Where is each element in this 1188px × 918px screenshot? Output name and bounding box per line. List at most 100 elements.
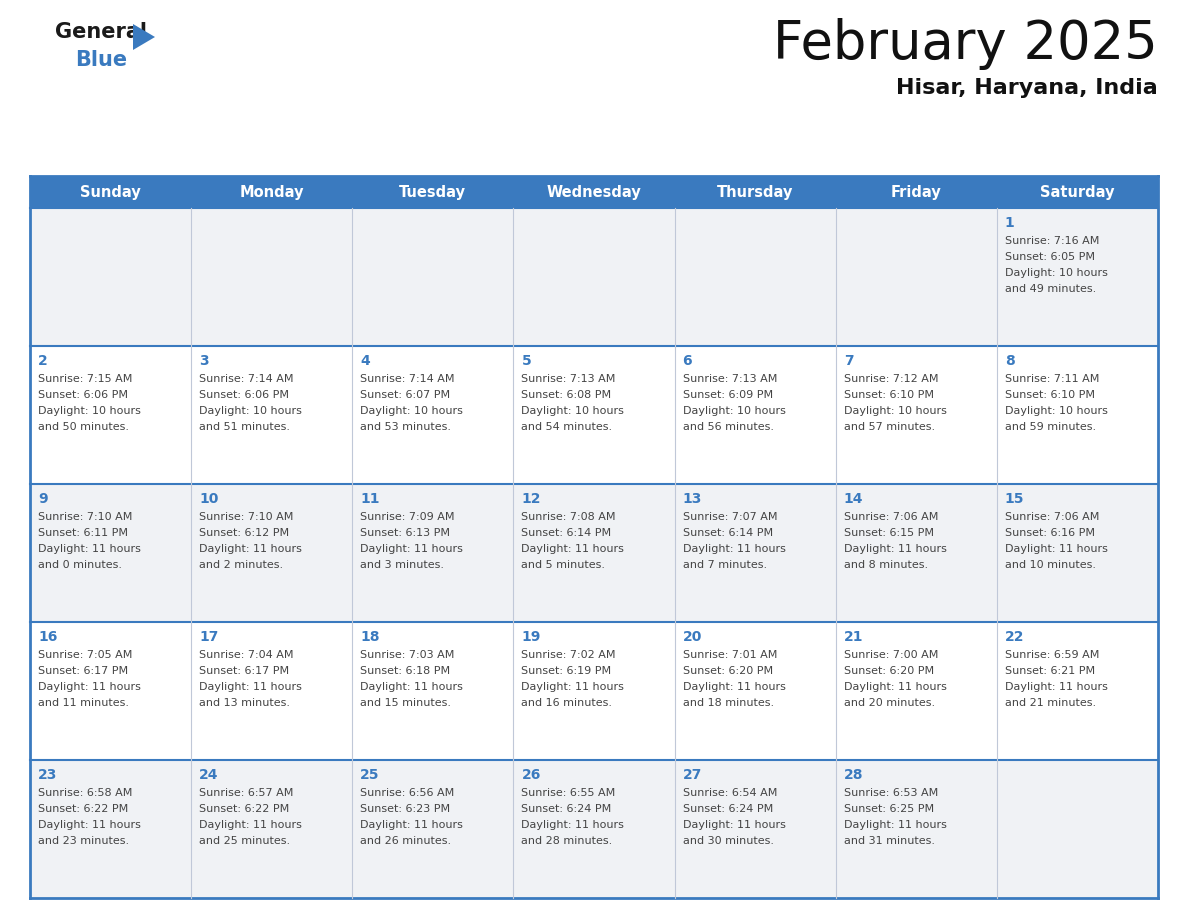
Text: Daylight: 11 hours: Daylight: 11 hours <box>843 544 947 554</box>
Text: 20: 20 <box>683 630 702 644</box>
Text: Sunset: 6:24 PM: Sunset: 6:24 PM <box>683 804 773 814</box>
Text: 11: 11 <box>360 492 380 506</box>
Text: Sunset: 6:15 PM: Sunset: 6:15 PM <box>843 528 934 538</box>
Text: Sunrise: 7:14 AM: Sunrise: 7:14 AM <box>360 374 455 384</box>
Text: Sunrise: 7:03 AM: Sunrise: 7:03 AM <box>360 650 455 660</box>
Text: 27: 27 <box>683 768 702 782</box>
Text: Daylight: 11 hours: Daylight: 11 hours <box>522 682 625 692</box>
Text: Sunrise: 6:55 AM: Sunrise: 6:55 AM <box>522 788 615 798</box>
Text: Daylight: 11 hours: Daylight: 11 hours <box>683 820 785 830</box>
Text: and 25 minutes.: and 25 minutes. <box>200 836 290 846</box>
Bar <box>675 484 835 622</box>
Text: Sunrise: 7:06 AM: Sunrise: 7:06 AM <box>843 512 939 522</box>
Text: Daylight: 10 hours: Daylight: 10 hours <box>522 406 625 416</box>
Bar <box>30 346 191 484</box>
Text: 5: 5 <box>522 354 531 368</box>
Bar <box>30 176 1158 208</box>
Text: Daylight: 11 hours: Daylight: 11 hours <box>200 544 302 554</box>
Text: Daylight: 11 hours: Daylight: 11 hours <box>360 682 463 692</box>
Text: Sunset: 6:06 PM: Sunset: 6:06 PM <box>38 390 128 400</box>
Text: and 13 minutes.: and 13 minutes. <box>200 698 290 708</box>
Text: and 0 minutes.: and 0 minutes. <box>38 560 122 570</box>
Bar <box>353 484 513 622</box>
Text: Sunset: 6:20 PM: Sunset: 6:20 PM <box>683 666 772 676</box>
Text: and 18 minutes.: and 18 minutes. <box>683 698 773 708</box>
Text: Sunrise: 7:11 AM: Sunrise: 7:11 AM <box>1005 374 1099 384</box>
Bar <box>513 760 675 898</box>
Text: Daylight: 10 hours: Daylight: 10 hours <box>38 406 141 416</box>
Bar <box>353 622 513 760</box>
Bar <box>353 208 513 346</box>
Text: Blue: Blue <box>75 50 127 70</box>
Text: February 2025: February 2025 <box>773 18 1158 70</box>
Bar <box>835 208 997 346</box>
Text: Daylight: 11 hours: Daylight: 11 hours <box>38 820 141 830</box>
Text: Daylight: 10 hours: Daylight: 10 hours <box>683 406 785 416</box>
Text: Sunrise: 7:05 AM: Sunrise: 7:05 AM <box>38 650 132 660</box>
Text: 1: 1 <box>1005 216 1015 230</box>
Text: Monday: Monday <box>240 185 304 199</box>
Text: 17: 17 <box>200 630 219 644</box>
Text: 4: 4 <box>360 354 369 368</box>
Text: and 10 minutes.: and 10 minutes. <box>1005 560 1095 570</box>
Text: Daylight: 11 hours: Daylight: 11 hours <box>1005 544 1107 554</box>
Text: Daylight: 10 hours: Daylight: 10 hours <box>1005 406 1107 416</box>
Text: Daylight: 11 hours: Daylight: 11 hours <box>843 682 947 692</box>
Text: and 26 minutes.: and 26 minutes. <box>360 836 451 846</box>
Text: Sunrise: 7:10 AM: Sunrise: 7:10 AM <box>200 512 293 522</box>
Bar <box>997 208 1158 346</box>
Text: Sunset: 6:06 PM: Sunset: 6:06 PM <box>200 390 289 400</box>
Bar <box>675 346 835 484</box>
Text: Sunset: 6:10 PM: Sunset: 6:10 PM <box>1005 390 1095 400</box>
Text: 3: 3 <box>200 354 209 368</box>
Bar <box>675 208 835 346</box>
Text: and 7 minutes.: and 7 minutes. <box>683 560 766 570</box>
Text: and 2 minutes.: and 2 minutes. <box>200 560 283 570</box>
Bar <box>30 760 191 898</box>
Bar <box>675 622 835 760</box>
Text: 2: 2 <box>38 354 48 368</box>
Text: 15: 15 <box>1005 492 1024 506</box>
Text: Sunset: 6:23 PM: Sunset: 6:23 PM <box>360 804 450 814</box>
Text: Sunset: 6:14 PM: Sunset: 6:14 PM <box>683 528 772 538</box>
Text: 25: 25 <box>360 768 380 782</box>
Bar <box>191 346 353 484</box>
Text: 19: 19 <box>522 630 541 644</box>
Text: Sunset: 6:12 PM: Sunset: 6:12 PM <box>200 528 289 538</box>
Text: Sunset: 6:22 PM: Sunset: 6:22 PM <box>200 804 290 814</box>
Bar <box>353 346 513 484</box>
Text: Sunrise: 7:12 AM: Sunrise: 7:12 AM <box>843 374 939 384</box>
Text: Sunrise: 7:14 AM: Sunrise: 7:14 AM <box>200 374 293 384</box>
Text: and 23 minutes.: and 23 minutes. <box>38 836 129 846</box>
Text: Daylight: 10 hours: Daylight: 10 hours <box>200 406 302 416</box>
Text: Sunday: Sunday <box>81 185 141 199</box>
Text: and 8 minutes.: and 8 minutes. <box>843 560 928 570</box>
Text: 9: 9 <box>38 492 48 506</box>
Bar <box>191 760 353 898</box>
Text: Sunset: 6:20 PM: Sunset: 6:20 PM <box>843 666 934 676</box>
Text: and 5 minutes.: and 5 minutes. <box>522 560 606 570</box>
Bar <box>513 208 675 346</box>
Text: Hisar, Haryana, India: Hisar, Haryana, India <box>896 78 1158 98</box>
Text: and 30 minutes.: and 30 minutes. <box>683 836 773 846</box>
Text: Sunset: 6:25 PM: Sunset: 6:25 PM <box>843 804 934 814</box>
Bar <box>30 622 191 760</box>
Text: and 53 minutes.: and 53 minutes. <box>360 422 451 432</box>
Text: Sunset: 6:18 PM: Sunset: 6:18 PM <box>360 666 450 676</box>
Bar <box>997 484 1158 622</box>
Text: Sunset: 6:09 PM: Sunset: 6:09 PM <box>683 390 772 400</box>
Text: Sunrise: 7:09 AM: Sunrise: 7:09 AM <box>360 512 455 522</box>
Text: and 57 minutes.: and 57 minutes. <box>843 422 935 432</box>
Text: Daylight: 11 hours: Daylight: 11 hours <box>1005 682 1107 692</box>
Text: and 51 minutes.: and 51 minutes. <box>200 422 290 432</box>
Bar <box>513 484 675 622</box>
Text: Sunrise: 7:04 AM: Sunrise: 7:04 AM <box>200 650 293 660</box>
Text: Sunrise: 7:15 AM: Sunrise: 7:15 AM <box>38 374 132 384</box>
Text: Daylight: 11 hours: Daylight: 11 hours <box>200 682 302 692</box>
Text: Sunrise: 6:58 AM: Sunrise: 6:58 AM <box>38 788 132 798</box>
Text: and 49 minutes.: and 49 minutes. <box>1005 284 1097 294</box>
Text: 24: 24 <box>200 768 219 782</box>
Text: Sunset: 6:11 PM: Sunset: 6:11 PM <box>38 528 128 538</box>
Text: Sunrise: 7:07 AM: Sunrise: 7:07 AM <box>683 512 777 522</box>
Text: 18: 18 <box>360 630 380 644</box>
